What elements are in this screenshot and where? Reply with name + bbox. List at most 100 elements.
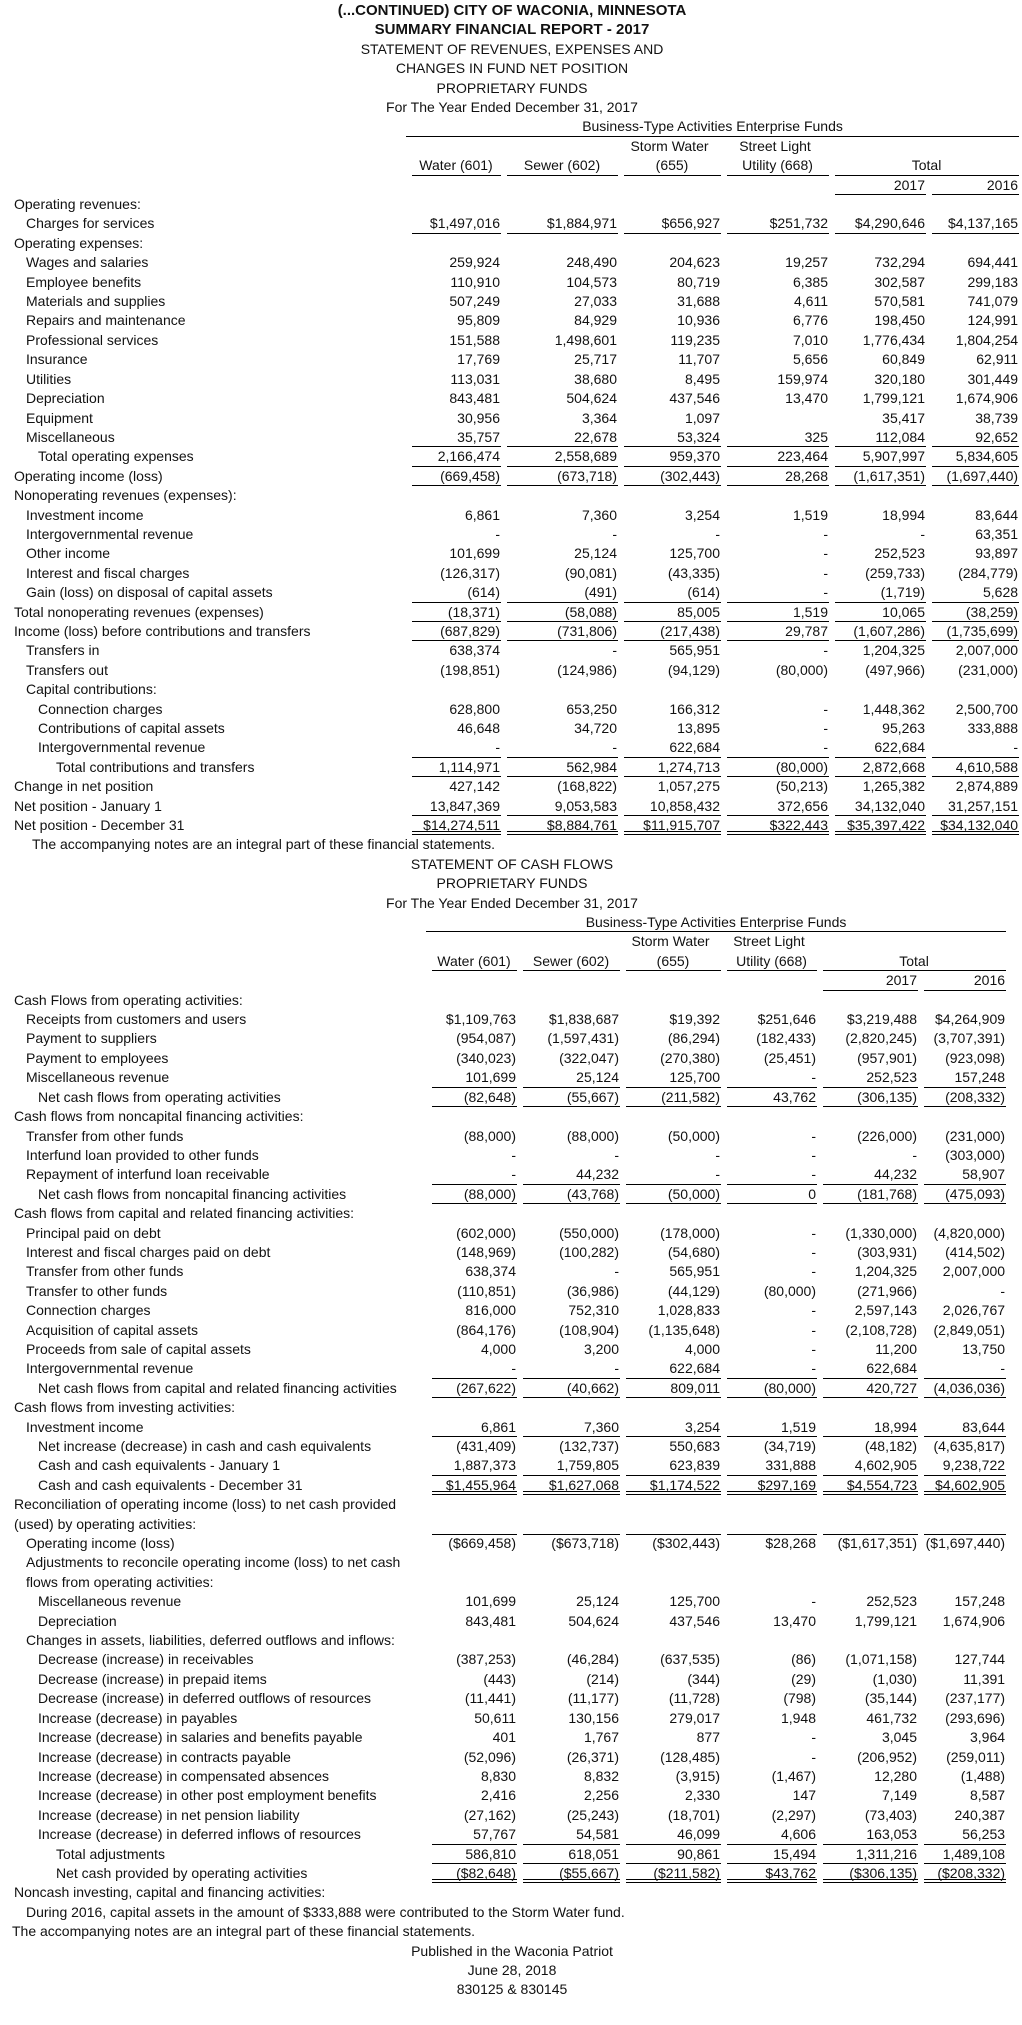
value-cell: -: [721, 719, 829, 738]
row: Cash and cash equivalents - December 31 $…: [6, 1476, 1006, 1495]
value-cell: 7,010: [721, 331, 829, 350]
value-cell: 25,717: [501, 350, 618, 369]
cell-value: (491): [507, 583, 618, 602]
cell-value: 1,804,254: [955, 331, 1019, 348]
cell-value: (306,135): [823, 1088, 918, 1107]
value-cell: 11,707: [618, 350, 721, 369]
cell-value: (475,093): [924, 1185, 1006, 1204]
cell-value: 17,769: [457, 351, 500, 368]
cell-value: $14,274,511: [412, 816, 501, 835]
value-cell: 125,700: [620, 1068, 721, 1087]
label-text: Principal paid on debt: [26, 1224, 161, 1241]
cell-value: ($82,648): [432, 1864, 517, 1883]
label-text: Operating expenses:: [14, 234, 144, 251]
cell-value: (80,000): [727, 758, 829, 777]
blank: [6, 952, 426, 971]
value-cell: 44,232: [817, 1165, 918, 1184]
cell-value: 301,449: [967, 370, 1019, 387]
value-cell: 1,759,805: [517, 1456, 620, 1475]
cell-value: (88,000): [432, 1185, 517, 1204]
year-header: 2016: [924, 971, 1006, 990]
col-head: Water (601): [426, 952, 517, 971]
value-cell: 9,238,722: [918, 1456, 1006, 1475]
value-cell: 28,268: [721, 467, 829, 486]
row-label: Net cash flows from operating activities: [6, 1088, 426, 1107]
value-cell: 101,699: [426, 1592, 517, 1611]
blank: [426, 1553, 1006, 1592]
value-cell: 35,417: [829, 409, 926, 428]
cell-value: -: [823, 564, 828, 581]
value-cell: (178,000): [620, 1224, 721, 1243]
value-cell: (3,915): [620, 1767, 721, 1786]
value-cell: 4,000: [620, 1340, 721, 1359]
cell-value: (34,719): [763, 1438, 816, 1455]
value-cell: 331,888: [721, 1456, 817, 1475]
blank: [6, 176, 829, 195]
cell-value: $1,884,971: [507, 214, 618, 233]
cell-value: (1,467): [771, 1767, 816, 1784]
cell-value: 2,026,767: [942, 1302, 1006, 1319]
value-cell: (4,635,817): [918, 1437, 1006, 1456]
cell-value: (217,438): [624, 622, 721, 641]
cell-value: -: [823, 525, 828, 542]
value-cell: (497,966): [829, 661, 926, 680]
cell-value: 7,010: [792, 331, 828, 348]
cell-value: 13,750: [962, 1340, 1006, 1357]
cell-value: (82,648): [432, 1088, 517, 1107]
blank: [6, 971, 817, 990]
value-cell: 101,699: [426, 1068, 517, 1087]
cell-value: 101,699: [465, 1593, 516, 1610]
value-cell: (1,030): [817, 1670, 918, 1689]
header-line: CHANGES IN FUND NET POSITION: [395, 60, 629, 77]
value-cell: (80,000): [721, 661, 829, 680]
row-label: Interest and fiscal charges: [6, 564, 406, 583]
cell-value: -: [932, 738, 1019, 757]
row-label: Operating income (loss): [6, 1534, 426, 1553]
cell-value: 35,757: [412, 428, 501, 447]
label-text: Net increase (decrease) in cash and cash…: [38, 1438, 372, 1454]
row-label: Miscellaneous revenue: [6, 1592, 426, 1611]
value-cell: (108,904): [517, 1321, 620, 1340]
value-cell: 299,183: [926, 273, 1019, 292]
value-cell: -: [426, 1165, 517, 1184]
value-cell: (110,851): [426, 1282, 517, 1301]
value-cell: (2,849,051): [918, 1321, 1006, 1340]
value-cell: 2,166,474: [406, 447, 501, 466]
cell-value: (80,000): [763, 1282, 816, 1299]
header-row: 2017 2016: [6, 971, 1006, 990]
value-cell: 7,149: [817, 1786, 918, 1805]
label-text: Wages and salaries: [26, 254, 149, 271]
value-cell: ($673,718): [517, 1534, 620, 1553]
row: Depreciation 843,481 504,624 437,546 13,470 1…: [6, 389, 1019, 408]
value-cell: 638,374: [426, 1262, 517, 1281]
cell-value: (497,966): [865, 661, 925, 678]
cell-value: (270,380): [660, 1049, 720, 1066]
label-text: Adjustments to reconcile operating incom…: [26, 1554, 401, 1590]
col-head: Water (601): [406, 156, 501, 175]
cell-value: -: [1000, 1282, 1006, 1299]
cell-value: 259,924: [449, 254, 500, 271]
row: Transfer from other funds 638,374 - 565,951…: [6, 1262, 1006, 1281]
cell-value: (43,768): [523, 1185, 620, 1204]
cell-value: (198,851): [440, 661, 500, 678]
cell-value: 54,581: [523, 1825, 620, 1844]
cell-value: $1,174,522: [626, 1476, 721, 1495]
cell-value: -: [507, 738, 618, 757]
value-cell: $4,264,909: [918, 1010, 1006, 1029]
cell-value: -: [432, 1359, 517, 1378]
value-cell: 2,007,000: [918, 1262, 1006, 1281]
cell-value: (94,129): [667, 661, 720, 678]
value-cell: 112,084: [829, 428, 926, 447]
cell-value: (208,332): [924, 1088, 1006, 1107]
value-cell: 4,611: [721, 292, 829, 311]
value-cell: (38,259): [926, 603, 1019, 622]
cell-value: 8,587: [970, 1787, 1006, 1804]
row-label: Utilities: [6, 370, 406, 389]
row-label: Income (loss) before contributions and t…: [6, 622, 406, 641]
row: Net position - December 31 $14,274,511 $8,…: [6, 816, 1019, 835]
value-cell: 57,767: [426, 1825, 517, 1844]
cell-value: 809,011: [626, 1379, 721, 1398]
row: Investment income 6,861 7,360 3,254 1,519 18,…: [6, 506, 1019, 525]
row: Net cash provided by operating activitie…: [6, 1864, 1006, 1883]
